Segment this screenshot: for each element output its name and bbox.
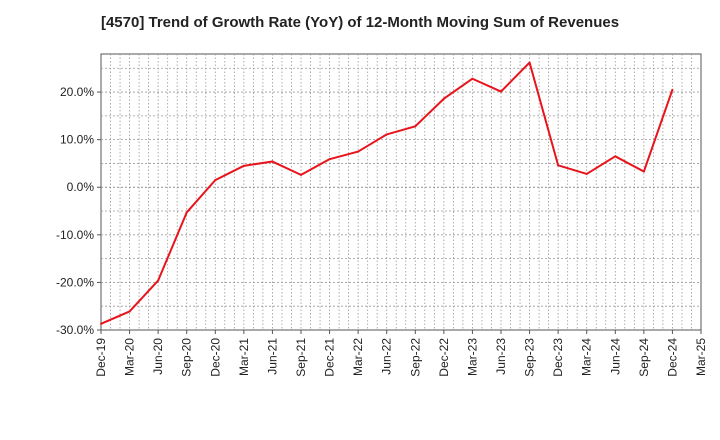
x-tick-label: Sep-22	[408, 338, 422, 377]
x-tick-label: Sep-21	[294, 338, 308, 377]
data-point	[442, 97, 445, 100]
y-tick-label: 0.0%	[67, 180, 95, 194]
y-tick-label: -30.0%	[56, 323, 94, 337]
data-point	[100, 322, 102, 325]
data-point	[328, 158, 331, 161]
y-tick-label: 10.0%	[60, 133, 94, 147]
x-tick-label: Mar-21	[237, 338, 251, 376]
x-tick-label: Mar-24	[580, 338, 594, 376]
x-tick-label: Dec-22	[437, 338, 451, 377]
y-tick-label: -10.0%	[56, 228, 94, 242]
data-point	[671, 88, 674, 91]
x-tick-label: Sep-20	[180, 338, 194, 377]
x-tick-label: Dec-19	[94, 338, 108, 377]
data-point	[585, 172, 588, 175]
data-point	[528, 61, 531, 64]
x-tick-label: Dec-23	[551, 338, 565, 377]
chart-title: [4570] Trend of Growth Rate (YoY) of 12-…	[100, 14, 620, 31]
x-tick-label: Mar-23	[465, 338, 479, 376]
data-point	[185, 211, 188, 214]
data-point	[300, 173, 302, 176]
data-point	[385, 133, 388, 136]
data-point	[500, 90, 502, 93]
x-tick-label: Mar-22	[351, 338, 365, 376]
x-tick-label: Jun-22	[380, 338, 394, 375]
data-point	[557, 164, 560, 167]
data-point	[128, 310, 131, 313]
x-tick-label: Dec-21	[323, 338, 337, 377]
x-tick-label: Sep-24	[637, 338, 651, 377]
x-tick-label: Mar-20	[123, 338, 137, 376]
x-tick-label: Sep-23	[523, 338, 537, 377]
data-point	[642, 170, 645, 173]
x-tick-label: Dec-20	[208, 338, 222, 377]
data-point	[357, 150, 360, 153]
x-tick-label: Jun-23	[494, 338, 508, 375]
data-point	[214, 179, 217, 182]
x-tick-label: Mar-25	[694, 338, 708, 376]
plot-area	[100, 53, 702, 331]
data-point	[271, 160, 274, 163]
y-tick-label: 20.0%	[60, 85, 94, 99]
y-tick-label: -20.0%	[56, 275, 94, 289]
x-tick-label: Jun-20	[151, 338, 165, 375]
data-point	[614, 155, 617, 158]
data-point	[414, 125, 417, 128]
data-point	[471, 77, 474, 80]
data-point	[157, 279, 160, 282]
x-tick-label: Jun-24	[608, 338, 622, 375]
x-tick-label: Dec-24	[665, 338, 679, 377]
data-point	[242, 164, 245, 167]
x-tick-label: Jun-21	[265, 338, 279, 375]
